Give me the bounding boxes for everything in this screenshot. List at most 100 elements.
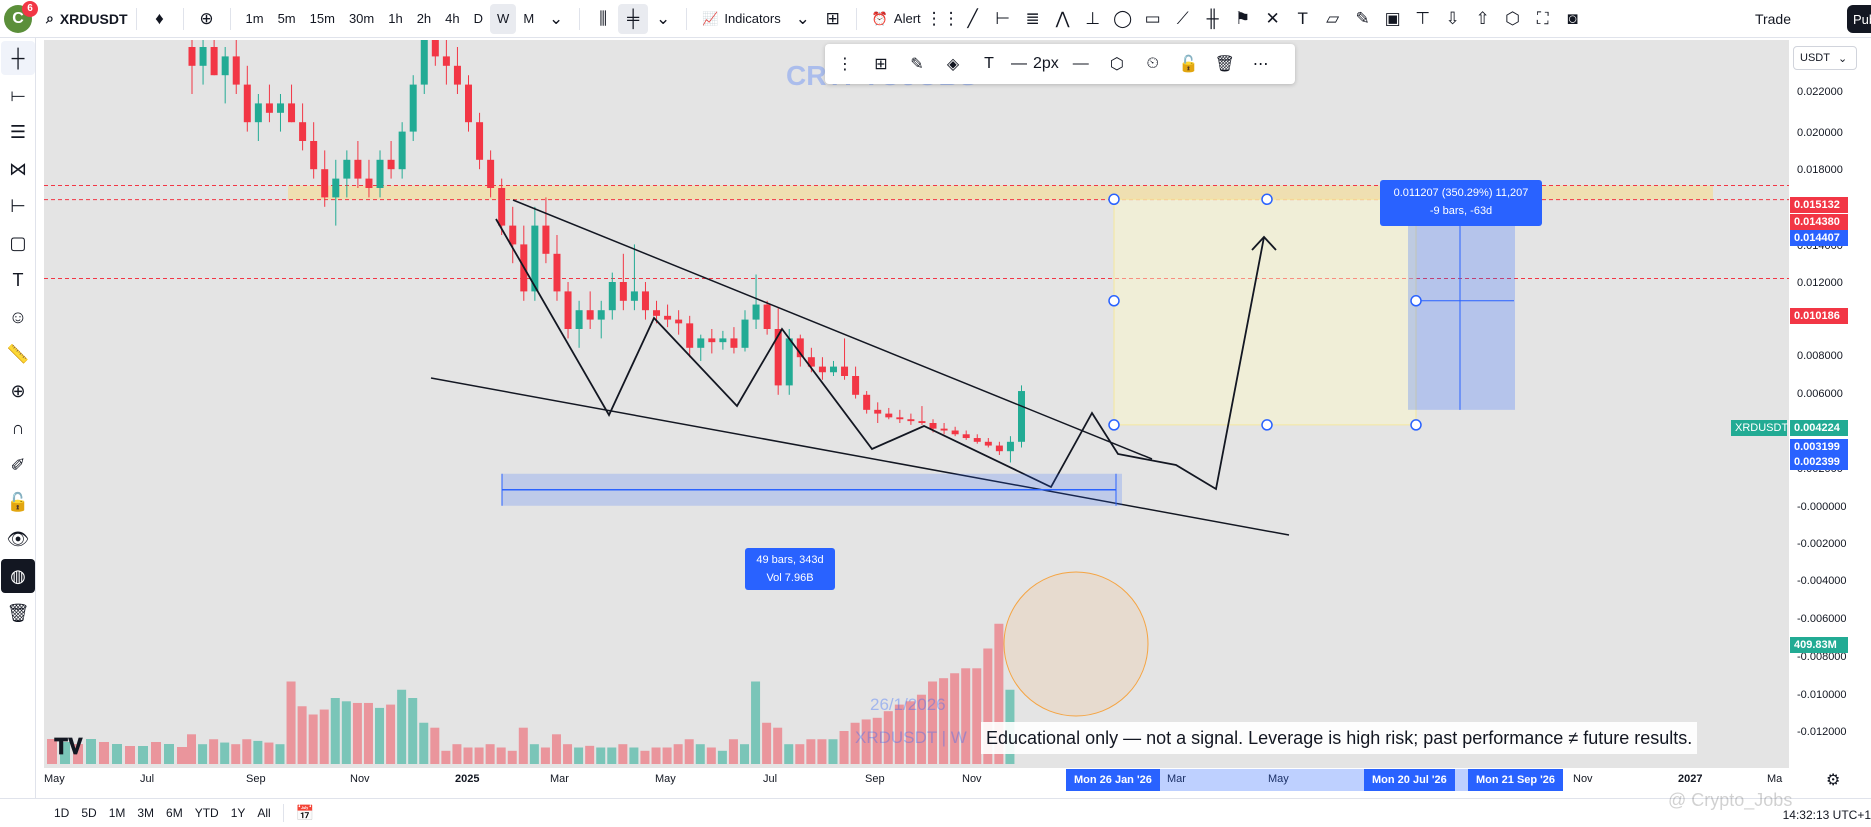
fill-color-icon[interactable]: ◈ [946,56,960,73]
drawing-handle[interactable] [1261,193,1273,206]
range-all[interactable]: All [257,806,271,820]
indicators-button[interactable]: 📈 Indicators [695,4,788,34]
layout-grid-icon[interactable]: ⊞ [825,8,840,28]
range-1y[interactable]: 1Y [230,806,246,820]
alert-add-icon[interactable]: ⏲ [1146,55,1160,72]
fib-retracement-icon[interactable]: ≣ [1025,8,1040,28]
arrow-up-icon[interactable]: ⇧ [1475,8,1490,28]
line-color-icon[interactable]: ✎ [910,56,924,73]
chevron-down-icon[interactable]: ⌄ [656,8,671,28]
compare-plus-icon[interactable]: ⊕ [199,8,214,28]
arrow-down-icon[interactable]: ⇩ [1445,8,1460,28]
drawing-handle[interactable] [1410,295,1422,307]
crosshair-icon[interactable]: ┼ [1,41,35,75]
user-avatar[interactable]: C 6 [4,0,38,33]
measure-tool-icon[interactable]: ⊢ [10,195,26,216]
timeframe-2h[interactable]: 2h [416,11,432,26]
pen-icon[interactable]: ✎ [1355,8,1370,28]
emoji-icon[interactable]: ☺ [8,306,28,327]
timeframe-w[interactable]: W [490,3,517,34]
lock-pencil-icon[interactable]: ✐ [10,454,26,475]
text-icon[interactable]: T [1297,8,1308,28]
price-axis[interactable] [1789,40,1871,792]
settings-gear-icon[interactable]: ⚙ [1826,772,1841,789]
drag-handle-icon[interactable]: ⋮⋮ [925,8,960,28]
comment-icon[interactable]: ▱ [1326,8,1340,28]
zoom-icon[interactable]: ⊕ [10,380,26,401]
ruler-icon[interactable]: 📏 [6,343,30,364]
drag-handle-icon[interactable]: ⋮ [837,56,853,73]
chart-pane[interactable] [44,40,1789,792]
flag-icon[interactable]: ⚑ [1235,8,1251,28]
brush-icon[interactable]: ⟋ [1176,8,1189,28]
chevron-down-icon[interactable]: ⌄ [795,8,810,28]
fib-tool-icon[interactable]: ☰ [9,121,27,142]
fullscreen-icon[interactable]: ⛶ [1536,8,1549,28]
trash-icon[interactable]: 🗑 [6,602,30,623]
range-3m[interactable]: 3M [137,806,155,820]
timeframe-1h[interactable]: 1h [388,11,403,26]
lock-icon[interactable]: 🔓 [6,491,30,512]
volume-bar [177,747,187,764]
candles-icon[interactable]: ╫ [1206,8,1219,28]
range-5d[interactable]: 5D [81,806,97,820]
chevron-down-icon[interactable]: ⌄ [549,8,564,28]
timeframe-5m[interactable]: 5m [277,11,296,26]
trade-button[interactable]: Trade [1754,11,1791,27]
template-icon[interactable]: ⊞ [874,56,888,73]
circle-icon[interactable]: ◯ [1113,8,1133,28]
globe-icon[interactable]: ◍ [1,559,35,593]
drawing-handle[interactable] [1108,193,1120,206]
range-1m[interactable]: 1M [108,806,126,820]
more-icon[interactable]: ⋯ [1252,56,1269,73]
calendar-icon[interactable]: 📅 [295,805,315,822]
alert-button[interactable]: ⏰ Alert [865,4,928,34]
pattern-tool-icon[interactable]: ⋈ [9,158,27,179]
range-ytd[interactable]: YTD [194,806,219,820]
date-range-icon[interactable]: ⊢ [995,8,1011,28]
settings-icon[interactable]: ⬡ [1109,56,1124,73]
candle-body [210,47,218,76]
timeframe-d[interactable]: D [473,11,484,26]
time-tick: 2025 [455,773,480,785]
image-icon[interactable]: ▣ [1384,8,1401,28]
magnet-icon[interactable]: ∩ [11,417,25,438]
lock-icon[interactable]: 🔓 [1178,56,1199,73]
currency-selector[interactable]: USDT ⌄ [1793,46,1857,70]
timeframe-15m[interactable]: 15m [309,11,335,26]
trend-line-icon[interactable]: ╱ [967,8,978,28]
publish-button[interactable]: Pub [1847,5,1871,33]
line-style-icon[interactable]: — [1072,55,1089,72]
bar-chart-type-icon[interactable]: ⫼ [599,8,608,28]
timeframe-1m[interactable]: 1m [245,11,264,26]
candle-body [995,445,1003,452]
timeframe-4h[interactable]: 4h [445,11,460,26]
x-cross-icon[interactable]: ✕ [1265,8,1280,28]
shape-tool-icon[interactable]: ▢ [9,232,27,253]
candle-chart-type-icon[interactable]: ╪ [618,3,649,34]
settings-icon[interactable]: ⬡ [1505,8,1521,28]
chart-canvas[interactable] [44,40,1789,792]
camera-icon[interactable]: ◙ [1567,8,1578,28]
symbol-search-button[interactable]: ⌕ XRDUSDT [46,10,128,27]
timeframe-m[interactable]: M [523,11,535,26]
text-box-icon[interactable]: ⊤ [1415,8,1431,28]
time-tick: May [655,773,676,785]
range-6m[interactable]: 6M [166,806,183,820]
range-1d[interactable]: 1D [54,806,70,820]
drawing-handle[interactable] [1261,419,1273,431]
rectangle-icon[interactable]: ▭ [1144,8,1161,28]
text-color-icon[interactable]: T [984,55,994,72]
long-position-icon[interactable]: ⊥ [1085,8,1101,28]
drawing-handle[interactable] [1410,419,1422,431]
pattern-icon[interactable]: ⋀ [1055,8,1070,28]
eye-icon[interactable]: 👁 [6,528,30,549]
trash-icon[interactable]: 🗑 [1214,56,1235,73]
crypto-icon[interactable]: ♦ [155,8,164,28]
line-width-button[interactable]: — 2px [1011,50,1059,78]
drawing-handle[interactable] [1108,419,1120,431]
drawing-handle[interactable] [1108,295,1120,307]
timeframe-30m[interactable]: 30m [348,11,375,26]
trend-line-tool-icon[interactable]: ⟝ [10,84,26,105]
text-tool-icon[interactable]: T [12,269,24,290]
